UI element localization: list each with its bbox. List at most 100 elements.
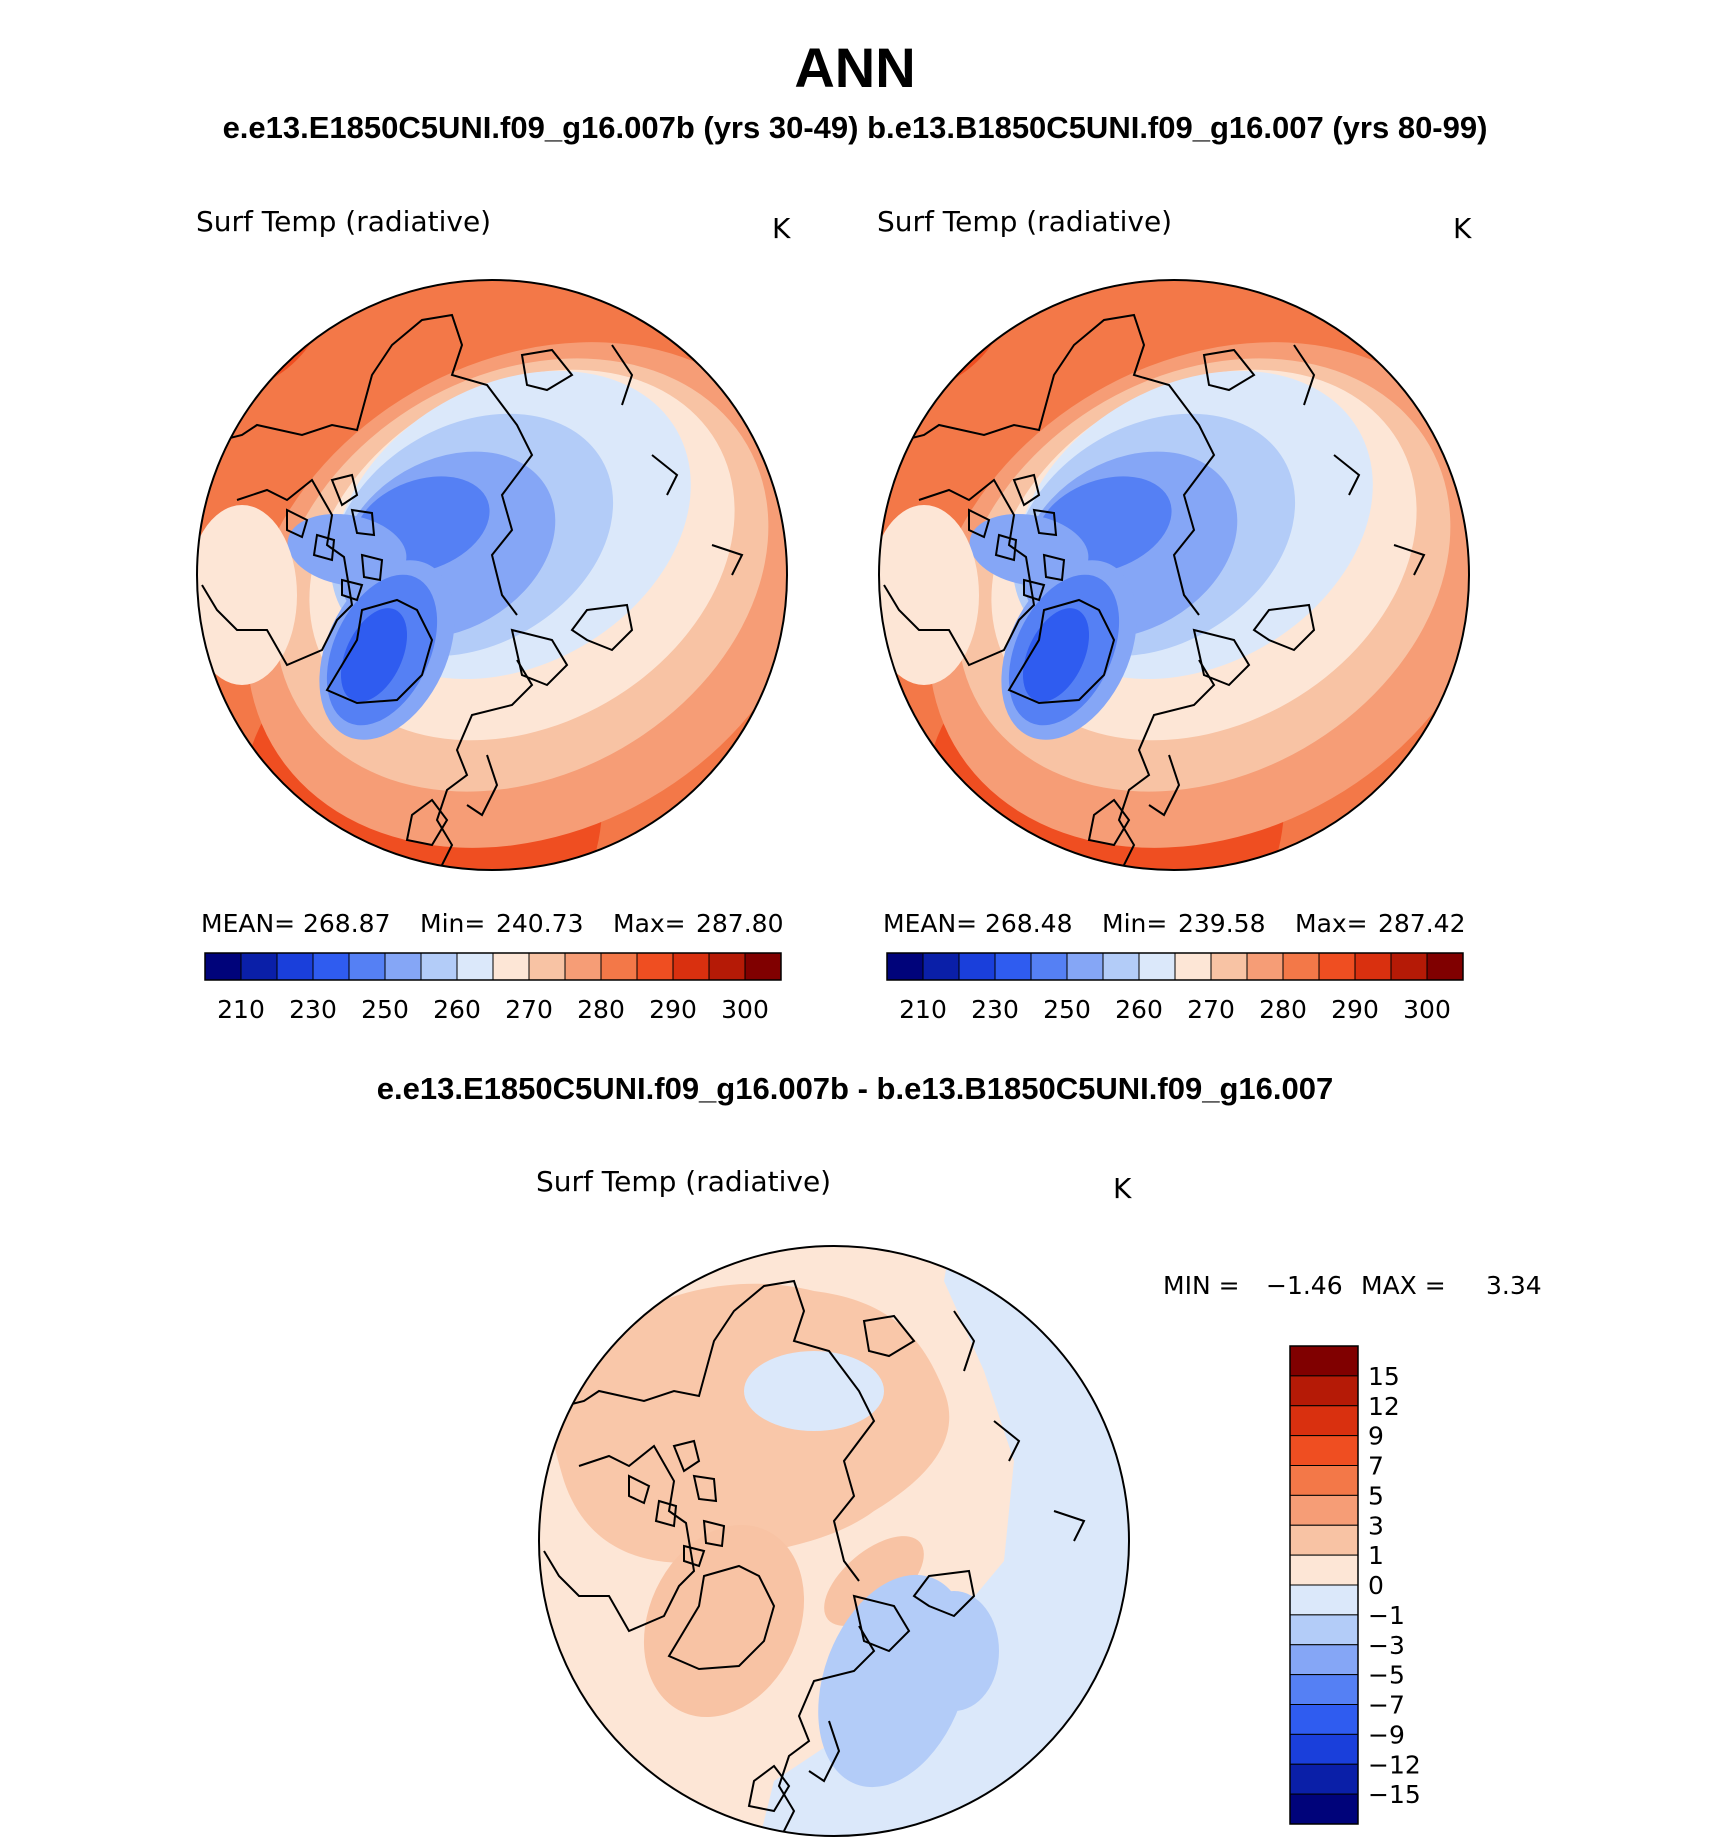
colorbar-1-swatch-9 — [528, 952, 566, 981]
panel-1-min-value: 240.73 — [496, 909, 583, 938]
colorbar-2-tick-label: 260 — [1115, 995, 1163, 1024]
colorbar-3-tick-label: 3 — [1368, 1511, 1384, 1540]
colorbar-1-tick-label: 230 — [289, 995, 337, 1024]
colorbar-3-swatch-14 — [1289, 1763, 1359, 1795]
colorbar-1-tick-label: 270 — [505, 995, 553, 1024]
colorbar-3-swatch-11 — [1289, 1674, 1359, 1705]
colorbar-3-swatch-4 — [1289, 1465, 1359, 1496]
colorbar-3-swatch-1 — [1289, 1375, 1359, 1407]
panel-3: Surf Temp (radiative) K MIN = −1.46 MAX … — [536, 1165, 1542, 1837]
panel-1-mean-value: 268.87 — [303, 909, 390, 938]
colorbar-1-tick-label: 250 — [361, 995, 409, 1024]
colorbar-1-swatch-4 — [348, 952, 386, 981]
panel-2-max-label: Max= — [1295, 909, 1368, 938]
colorbar-2-swatch-10 — [1246, 952, 1284, 981]
colorbar-3-tick-label: −12 — [1368, 1750, 1421, 1779]
colorbar-1-swatch-13 — [672, 952, 710, 981]
colorbar-2-swatch-6 — [1102, 952, 1140, 981]
panel-1-mean-label: MEAN= — [201, 909, 295, 938]
colorbar-3-tick-label: 12 — [1368, 1392, 1400, 1421]
colorbar-3-swatch-13 — [1289, 1733, 1359, 1765]
panel-3-map-border — [538, 1245, 1130, 1837]
panel-2-mean-label: MEAN= — [883, 909, 977, 938]
panel-1-max-value: 287.80 — [696, 909, 783, 938]
panel-2-min-label: Min= — [1102, 909, 1167, 938]
panel-2-min-value: 239.58 — [1178, 909, 1265, 938]
figure-title: ANN — [794, 36, 916, 99]
panel-3-min-value: −1.46 — [1266, 1271, 1343, 1300]
colorbar-1-swatch-0 — [204, 952, 242, 981]
colorbar-3-tick-label: −15 — [1368, 1780, 1421, 1809]
colorbar-1-tick-label: 260 — [433, 995, 481, 1024]
colorbar-3-tick-label: −1 — [1368, 1601, 1405, 1630]
colorbar-1-swatch-11 — [600, 952, 638, 981]
panel-1-units: K — [772, 212, 791, 245]
panel-2-units: K — [1453, 212, 1472, 245]
colorbar-2-tick-label: 210 — [899, 995, 947, 1024]
panel-2-mean-value: 268.48 — [985, 909, 1072, 938]
panel-2-map-border — [878, 279, 1470, 871]
colorbar-1-swatch-15 — [744, 952, 782, 981]
difference-title: e.e13.E1850C5UNI.f09_g16.007b - b.e13.B1… — [376, 1071, 1334, 1106]
panel-2-colorbar: 210 230 250 260 270 280 290 300 — [886, 952, 1464, 1024]
colorbar-3-tick-label: −9 — [1368, 1720, 1405, 1749]
colorbar-2-swatch-14 — [1390, 952, 1428, 981]
panel-3-units: K — [1113, 1172, 1132, 1205]
colorbar-2-tick-label: 290 — [1331, 995, 1379, 1024]
panel-1: Surf Temp (radiative) K MEAN= 268.87 Min… — [196, 205, 791, 1024]
colorbar-3-swatch-10 — [1289, 1644, 1359, 1676]
colorbar-3-swatch-6 — [1289, 1524, 1359, 1556]
colorbar-3-swatch-0 — [1289, 1345, 1359, 1377]
colorbar-3-swatch-7 — [1289, 1554, 1359, 1586]
colorbar-2-swatch-1 — [922, 952, 960, 981]
colorbar-2-tick-label: 250 — [1043, 995, 1091, 1024]
colorbar-1-swatch-8 — [492, 952, 530, 981]
colorbar-3-swatch-2 — [1289, 1405, 1359, 1437]
colorbar-2-swatch-12 — [1318, 952, 1356, 981]
panel-3-max-value: 3.34 — [1486, 1271, 1542, 1300]
colorbar-1-swatch-14 — [708, 952, 746, 981]
colorbar-1-swatch-2 — [276, 952, 314, 981]
colorbar-1-swatch-3 — [312, 952, 350, 981]
figure-subtitle: e.e13.E1850C5UNI.f09_g16.007b (yrs 30-49… — [222, 110, 1488, 145]
colorbar-2-swatch-7 — [1138, 952, 1176, 981]
colorbar-2-swatch-3 — [994, 952, 1032, 981]
colorbar-2-swatch-5 — [1066, 952, 1104, 981]
colorbar-1-swatch-7 — [456, 952, 494, 981]
colorbar-1-tick-label: 280 — [577, 995, 625, 1024]
colorbar-2-swatch-8 — [1174, 952, 1212, 981]
panel-3-min-label: MIN = — [1163, 1271, 1240, 1300]
colorbar-1-frame — [204, 952, 782, 981]
colorbar-1-tick-label: 290 — [649, 995, 697, 1024]
panel-2: Surf Temp (radiative) K MEAN= 268.48 Min… — [877, 205, 1472, 1024]
colorbar-3-tick-label: 7 — [1368, 1452, 1384, 1481]
panel-2-max-value: 287.42 — [1378, 909, 1465, 938]
colorbar-3-swatch-12 — [1289, 1704, 1359, 1735]
panel-1-min-label: Min= — [420, 909, 485, 938]
colorbar-2-swatch-11 — [1282, 952, 1320, 981]
panel-1-map-border — [196, 279, 788, 871]
colorbar-2-tick-label: 270 — [1187, 995, 1235, 1024]
colorbar-2-tick-label: 300 — [1403, 995, 1451, 1024]
colorbar-3-tick-label: 9 — [1368, 1422, 1384, 1451]
colorbar-2-tick-label: 280 — [1259, 995, 1307, 1024]
colorbar-3-tick-label: −7 — [1368, 1691, 1405, 1720]
colorbar-1-tick-label: 210 — [217, 995, 265, 1024]
colorbar-1-swatch-10 — [564, 952, 602, 981]
colorbar-1-swatch-1 — [240, 952, 278, 981]
colorbar-3-tick-label: 15 — [1368, 1362, 1400, 1391]
panel-1-max-label: Max= — [613, 909, 686, 938]
panel-2-title: Surf Temp (radiative) — [877, 205, 1172, 238]
colorbar-1-swatch-12 — [636, 952, 674, 981]
colorbar-3-swatch-9 — [1289, 1614, 1359, 1646]
colorbar-3-swatch-15 — [1289, 1793, 1359, 1825]
colorbar-1-tick-label: 300 — [721, 995, 769, 1024]
colorbar-2-swatch-2 — [958, 952, 996, 981]
colorbar-3-tick-label: 1 — [1368, 1541, 1384, 1570]
colorbar-2-swatch-0 — [886, 952, 924, 981]
colorbar-3-swatch-3 — [1289, 1435, 1359, 1466]
colorbar-3-tick-label: 0 — [1368, 1571, 1384, 1600]
colorbar-2-tick-label: 230 — [971, 995, 1019, 1024]
